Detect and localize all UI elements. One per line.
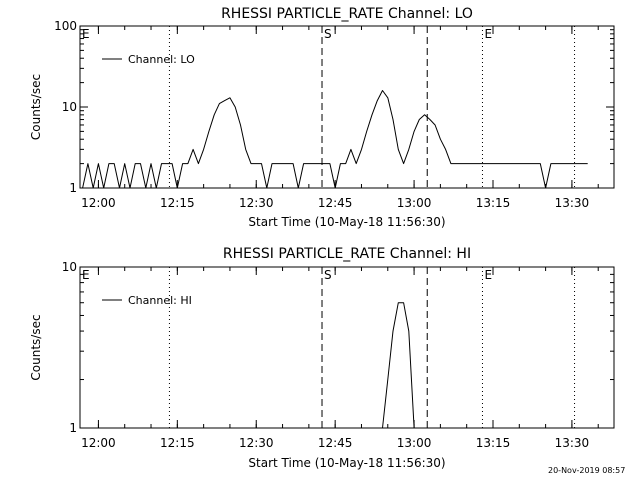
marker-label: E xyxy=(82,268,90,282)
x-tick-label: 13:30 xyxy=(555,436,590,450)
y-axis-label: Counts/sec xyxy=(29,314,43,380)
marker-label: S xyxy=(324,268,332,282)
legend-label: Channel: HI xyxy=(128,294,192,307)
y-tick-label: 1 xyxy=(69,421,77,435)
x-tick-label: 12:00 xyxy=(81,196,116,210)
footer-timestamp: 20-Nov-2019 08:57 xyxy=(548,466,626,475)
plot-frame xyxy=(79,266,615,429)
y-tick-label: 10 xyxy=(62,260,77,274)
x-tick-label: 13:15 xyxy=(476,436,511,450)
x-tick-label: 13:30 xyxy=(555,196,590,210)
x-tick-label: 13:00 xyxy=(397,436,432,450)
y-axis-label: Counts/sec xyxy=(29,74,43,140)
chart-title: RHESSI PARTICLE_RATE Channel: HI xyxy=(223,246,471,262)
x-tick-label: 13:15 xyxy=(476,196,511,210)
x-tick-label: 12:15 xyxy=(160,196,195,210)
x-tick-label: 12:00 xyxy=(81,436,116,450)
x-tick-label: 12:15 xyxy=(160,436,195,450)
x-axis-label: Start Time (10-May-18 11:56:30) xyxy=(248,215,445,229)
marker-label: S xyxy=(324,27,332,41)
marker-label: E xyxy=(484,27,492,41)
x-tick-label: 12:30 xyxy=(239,436,274,450)
legend-label: Channel: LO xyxy=(128,53,195,66)
y-tick-label: 100 xyxy=(54,19,77,33)
series-line xyxy=(382,302,415,429)
x-tick-label: 12:30 xyxy=(239,196,274,210)
chart-title: RHESSI PARTICLE_RATE Channel: LO xyxy=(221,6,473,22)
x-tick-label: 12:45 xyxy=(318,436,353,450)
series-line xyxy=(82,90,588,189)
marker-label: E xyxy=(82,27,90,41)
y-tick-label: 10 xyxy=(62,100,77,114)
x-axis-label: Start Time (10-May-18 11:56:30) xyxy=(248,456,445,470)
x-tick-label: 13:00 xyxy=(397,196,432,210)
y-tick-label: 1 xyxy=(69,181,77,195)
marker-label: E xyxy=(484,268,492,282)
x-tick-label: 12:45 xyxy=(318,196,353,210)
